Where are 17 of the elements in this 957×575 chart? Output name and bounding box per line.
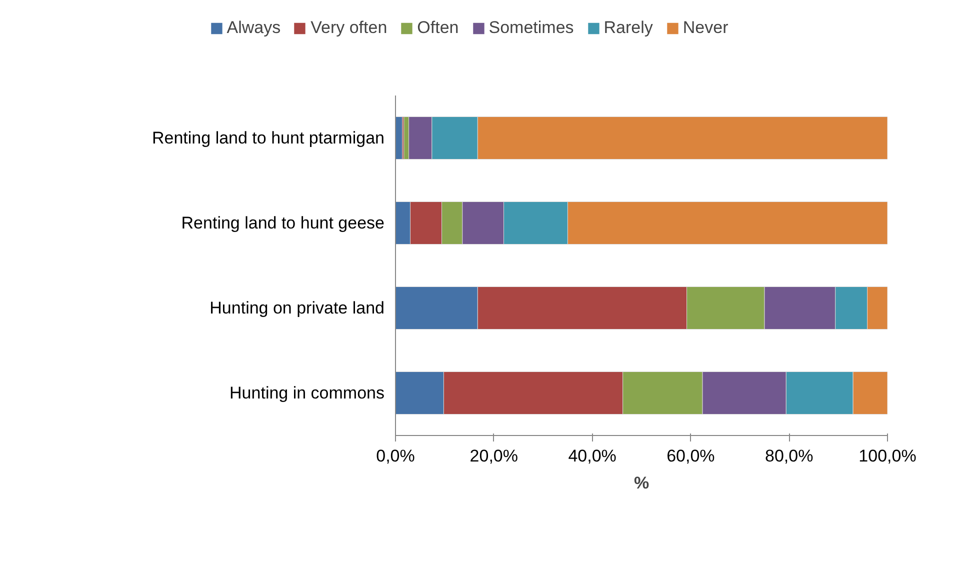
legend-label: Never — [682, 18, 728, 38]
y-tick-label: Renting land to hunt ptarmigan — [152, 128, 385, 148]
y-tick-label: Hunting on private land — [210, 298, 385, 318]
x-tick-label: 100,0% — [858, 446, 916, 466]
x-axis-title: % — [634, 474, 650, 492]
x-tick-label: 60,0% — [666, 446, 715, 466]
legend-label: Always — [226, 18, 281, 38]
legend-label: Sometimes — [488, 18, 574, 38]
x-tick-label: 40,0% — [568, 446, 616, 466]
y-tick-label: Hunting in commons — [230, 384, 385, 402]
legend-label: Very often — [310, 18, 388, 38]
y-tick-label: Renting land to hunt geese — [181, 214, 385, 232]
x-tick-label: 0,0% — [376, 446, 415, 466]
legend-label: Rarely — [604, 18, 653, 38]
x-tick-label: 20,0% — [470, 446, 518, 466]
legend-label: Often — [417, 18, 459, 38]
x-tick-label: 80,0% — [765, 446, 814, 466]
